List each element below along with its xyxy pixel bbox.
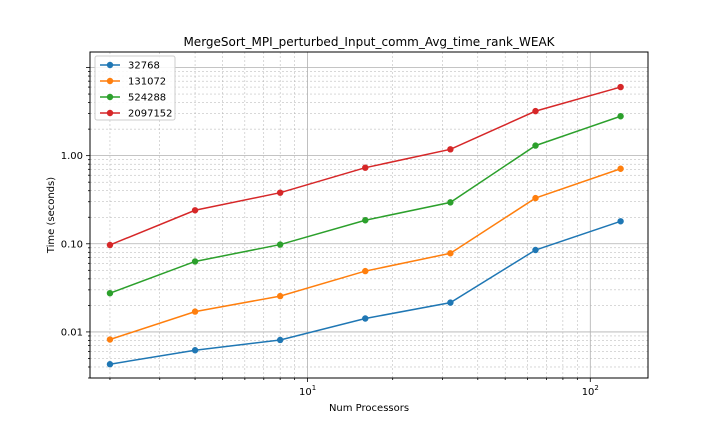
data-point [106, 289, 114, 297]
data-point [532, 142, 539, 149]
y-axis-label: Time (seconds) [46, 177, 57, 254]
plot-frame [89, 51, 649, 379]
series-32768 [106, 218, 624, 368]
data-point [276, 336, 284, 344]
data-point [617, 113, 624, 120]
data-point [362, 267, 369, 275]
data-point [276, 292, 284, 300]
x-tick-label: 101 [299, 384, 316, 398]
legend-box [94, 55, 176, 121]
legend-entry: 524288 [100, 93, 166, 104]
legend-marker [106, 93, 114, 101]
series-131072 [106, 165, 624, 343]
data-point [362, 315, 369, 322]
legend: 32768 131072 524288 2097152 [94, 55, 176, 121]
data-point [447, 146, 454, 153]
data-point [106, 336, 114, 343]
series-layer [106, 83, 624, 368]
data-point [617, 165, 624, 172]
legend-entry: 32768 [100, 61, 160, 72]
legend-entry: 2097152 [100, 109, 173, 120]
legend-marker [106, 77, 114, 85]
y-tick-label: 0.01 [61, 327, 83, 338]
data-point [532, 107, 539, 115]
legend-label: 32768 [128, 61, 160, 72]
legend-label: 524288 [128, 93, 166, 104]
data-point [617, 83, 624, 91]
x-axis-label: Num Processors [329, 403, 409, 414]
data-point [191, 258, 199, 265]
legend-label: 131072 [128, 77, 166, 88]
data-point [106, 361, 114, 368]
data-point [191, 347, 199, 354]
data-point [447, 250, 454, 257]
x-tick-label: 102 [582, 384, 599, 398]
data-point [532, 194, 539, 202]
data-point [447, 299, 454, 306]
axes [89, 51, 649, 379]
data-point [276, 241, 284, 248]
legend-label: 2097152 [128, 109, 173, 120]
series-line [109, 115, 621, 294]
data-point [106, 241, 114, 249]
data-point [191, 207, 199, 214]
data-point [276, 189, 284, 196]
data-point [447, 199, 454, 206]
y-tick-label: 1.00 [61, 151, 83, 162]
series-line [109, 168, 621, 341]
legend-marker [106, 61, 114, 69]
series-524288 [106, 113, 624, 297]
chart-title: MergeSort_MPI_perturbed_Input_comm_Avg_t… [183, 35, 555, 49]
data-point [191, 308, 199, 315]
series-2097152 [106, 83, 624, 249]
data-point [362, 164, 369, 171]
legend-marker [106, 109, 114, 117]
data-point [362, 217, 369, 224]
legend-entry: 131072 [100, 77, 166, 88]
y-tick-label: 0.10 [61, 239, 83, 250]
data-point [617, 218, 624, 225]
data-point [532, 246, 539, 254]
series-line [109, 220, 621, 365]
ticks: 101 102 0.01 0.10 1.00 [61, 67, 599, 398]
